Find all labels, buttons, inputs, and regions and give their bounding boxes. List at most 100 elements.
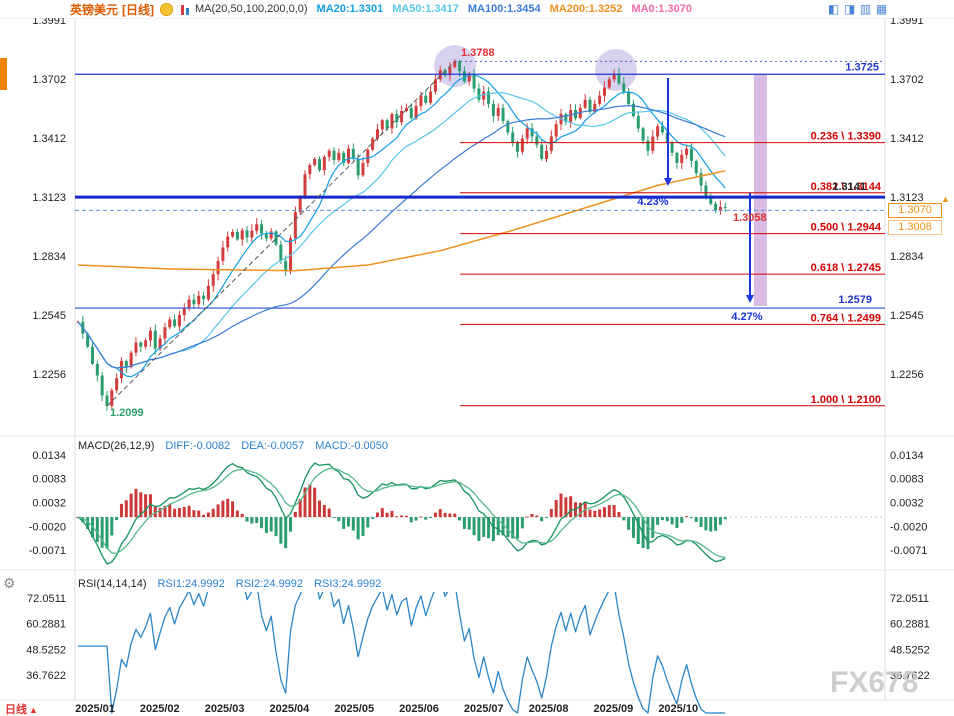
rsi-header: RSI(14,14,14) RSI1:24.9992 RSI2:24.9992 RS…	[78, 577, 381, 591]
svg-text:1.3141: 1.3141	[832, 181, 866, 193]
svg-text:1.3991: 1.3991	[32, 15, 66, 27]
ma-value: MA50:1.3417	[392, 3, 459, 15]
ma-value: MA0:1.3070	[631, 3, 692, 15]
layout-split-2-icon[interactable]: ◨	[843, 2, 856, 16]
left-edge-marker	[0, 58, 7, 90]
rsi-values: RSI1:24.9992 RSI2:24.9992 RSI3:24.9992	[146, 578, 381, 590]
svg-text:1.3991: 1.3991	[890, 15, 924, 27]
svg-text:1.2099: 1.2099	[110, 407, 144, 419]
ma-value: MA20:1.3301	[316, 3, 384, 15]
price-up-arrow-icon: ▲	[941, 194, 950, 204]
ma-value: MA200:1.3252	[549, 3, 623, 15]
svg-text:36.7622: 36.7622	[890, 670, 930, 682]
svg-text:0.236 \ 1.3390: 0.236 \ 1.3390	[811, 131, 881, 143]
rsi-value: RSI2:24.9992	[235, 578, 304, 590]
svg-text:2025/07: 2025/07	[464, 703, 504, 715]
axis-labels: 1.3991 1.3991 1.3702 1.3702 1.3412 1.3412 1.31…	[26, 15, 930, 682]
x-axis-labels: 2025/01 2025/02 2025/03 2025/04 2025/05 2025/…	[75, 703, 698, 715]
macd-value: DEA:-0.0057	[241, 440, 305, 452]
svg-text:1.2834: 1.2834	[32, 251, 66, 263]
svg-text:0.618 \ 1.2745: 0.618 \ 1.2745	[811, 262, 881, 274]
svg-text:60.2881: 60.2881	[890, 619, 930, 631]
svg-text:1.3702: 1.3702	[32, 74, 66, 86]
svg-text:72.0511: 72.0511	[890, 593, 929, 605]
svg-text:48.5252: 48.5252	[890, 644, 930, 656]
svg-text:-0.0071: -0.0071	[29, 545, 66, 557]
secondary-price-badge: 1.3008	[888, 220, 942, 235]
svg-text:1.2834: 1.2834	[890, 251, 924, 263]
svg-text:2025/09: 2025/09	[594, 703, 634, 715]
svg-text:2025/03: 2025/03	[205, 703, 245, 715]
svg-text:0.0083: 0.0083	[32, 474, 66, 486]
ma-group-label: MA(20,50,100,200,0,0)	[195, 3, 308, 15]
watermark: FX678	[830, 666, 918, 699]
symbol-label: 英镑美元	[70, 2, 119, 17]
svg-text:1.000 \ 1.2100: 1.000 \ 1.2100	[811, 394, 881, 406]
svg-text:36.7622: 36.7622	[26, 670, 66, 682]
layout-split-3-icon[interactable]: ▥	[859, 2, 872, 16]
svg-text:1.3788: 1.3788	[461, 47, 495, 59]
rsi-value: RSI1:24.9992	[157, 578, 225, 590]
svg-text:1.3702: 1.3702	[890, 74, 924, 86]
chart-header: 英镑美元 [日线] MA(20,50,100,200,0,0) MA20:1.3…	[0, 0, 954, 18]
ma-values: MA20:1.3301 MA50:1.3417 MA100:1.3454 MA200:…	[308, 3, 692, 15]
svg-text:1.3058: 1.3058	[733, 212, 767, 224]
macd-title: MACD(26,12,9)	[78, 440, 155, 452]
svg-text:-0.0020: -0.0020	[29, 521, 66, 533]
svg-text:0.0134: 0.0134	[32, 450, 66, 462]
svg-text:1.2256: 1.2256	[890, 369, 924, 381]
ma-value: MA100:1.3454	[467, 3, 541, 15]
svg-text:1.3725: 1.3725	[845, 61, 879, 73]
tab-daily-label: 日线	[5, 704, 27, 716]
svg-text:1.2579: 1.2579	[838, 294, 872, 306]
svg-text:-0.0020: -0.0020	[890, 521, 927, 533]
level-lines: 0.236 \ 1.3390 0.382 \ 1.3144 0.500 \ 1.29…	[75, 60, 885, 407]
alert-icon[interactable]	[160, 2, 174, 16]
svg-text:48.5252: 48.5252	[26, 644, 66, 656]
tab-daily[interactable]: 日线 ▲	[5, 701, 38, 716]
svg-text:0.500 \ 1.2944: 0.500 \ 1.2944	[811, 222, 882, 234]
svg-text:2025/01: 2025/01	[75, 703, 115, 715]
indicator-icon	[181, 4, 191, 15]
timeframe-label: [日线]	[122, 2, 155, 17]
panel-borders	[0, 17, 954, 701]
layout-toolbar: ◧ ◨ ▥ ▦	[827, 3, 888, 16]
svg-text:2025/02: 2025/02	[140, 703, 180, 715]
layout-split-4-icon[interactable]: ▦	[875, 2, 888, 16]
svg-text:1.2545: 1.2545	[890, 310, 924, 322]
svg-text:FX678: FX678	[830, 666, 918, 699]
svg-text:0.0032: 0.0032	[890, 497, 924, 509]
svg-text:2025/08: 2025/08	[529, 703, 569, 715]
candles-layer	[76, 59, 727, 411]
settings-icon[interactable]: ⚙	[3, 575, 16, 591]
svg-text:2025/04: 2025/04	[270, 703, 311, 715]
macd-panel	[75, 462, 885, 565]
highlights	[434, 45, 767, 306]
svg-text:1.2545: 1.2545	[32, 310, 66, 322]
rsi-value: RSI3:24.9992	[314, 578, 382, 590]
tab-up-arrow-icon: ▲	[29, 705, 38, 715]
svg-text:0.764 \ 1.2499: 0.764 \ 1.2499	[811, 312, 881, 324]
annotations: 4.23% 4.27% 1.3788 1.2099 1.3058	[106, 47, 767, 419]
svg-text:0.382 \ 1.3144: 0.382 \ 1.3144	[811, 181, 882, 193]
macd-header: MACD(26,12,9) DIFF:-0.0082 DEA:-0.0057 MAC…	[78, 439, 388, 453]
macd-value: MACD:-0.0050	[315, 440, 388, 452]
svg-text:1.2256: 1.2256	[32, 369, 66, 381]
svg-text:2025/06: 2025/06	[399, 703, 439, 715]
svg-text:1.3412: 1.3412	[32, 133, 66, 145]
svg-text:4.27%: 4.27%	[731, 311, 762, 323]
svg-text:4.23%: 4.23%	[637, 196, 668, 208]
svg-text:2025/10: 2025/10	[658, 703, 698, 715]
macd-value: DIFF:-0.0082	[165, 440, 231, 452]
svg-text:72.0511: 72.0511	[27, 593, 66, 605]
svg-text:1.3123: 1.3123	[890, 192, 924, 204]
svg-text:60.2881: 60.2881	[26, 619, 66, 631]
svg-text:1.3123: 1.3123	[32, 192, 66, 204]
svg-text:-0.0071: -0.0071	[890, 545, 927, 557]
layout-single-icon[interactable]: ◧	[827, 2, 840, 16]
svg-text:2025/05: 2025/05	[334, 703, 374, 715]
svg-text:0.0083: 0.0083	[890, 474, 924, 486]
svg-text:0.0134: 0.0134	[890, 450, 924, 462]
